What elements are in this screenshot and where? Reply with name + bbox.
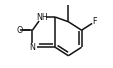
- Text: O: O: [16, 26, 22, 35]
- Text: NH: NH: [36, 13, 47, 21]
- Text: F: F: [92, 17, 96, 26]
- Text: N: N: [29, 43, 35, 52]
